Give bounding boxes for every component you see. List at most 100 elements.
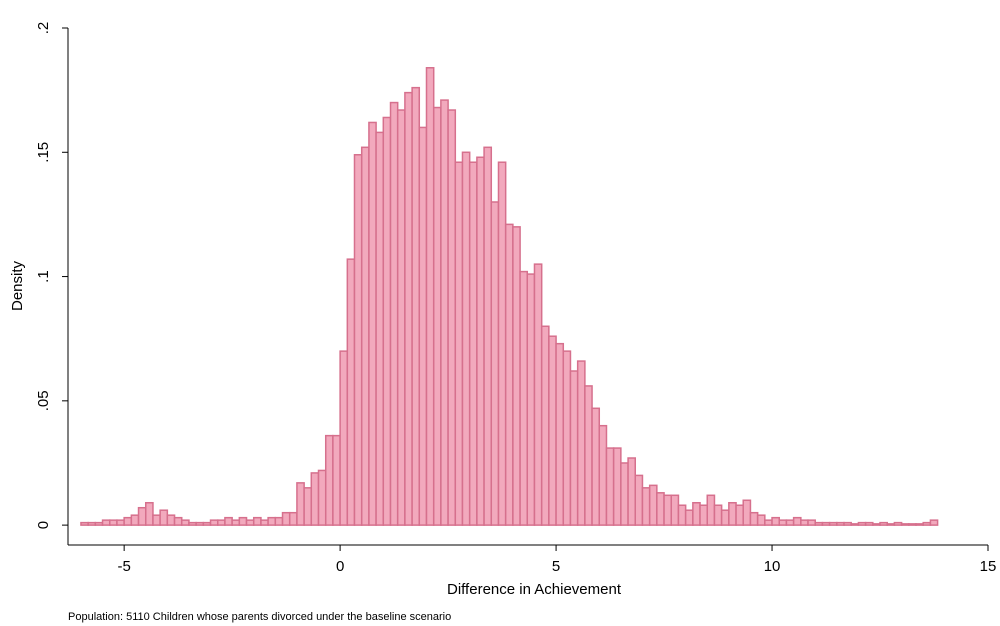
x-tick-label: 10	[764, 558, 781, 575]
bar	[245, 519, 255, 526]
bar	[454, 161, 464, 526]
bar	[461, 151, 471, 526]
bar	[663, 494, 673, 526]
bar	[749, 511, 759, 526]
bar	[339, 350, 349, 526]
bar	[605, 447, 615, 526]
bar	[533, 263, 543, 526]
bar	[425, 67, 435, 526]
bar	[130, 514, 140, 526]
bar	[317, 469, 327, 526]
bar	[195, 521, 205, 526]
bar	[202, 521, 212, 526]
bar	[512, 226, 521, 526]
bar	[260, 519, 269, 526]
bar	[504, 223, 514, 526]
bar	[116, 519, 125, 526]
bar	[389, 101, 399, 526]
bar	[591, 407, 601, 526]
bar	[109, 519, 118, 526]
bar	[857, 521, 867, 526]
bar	[713, 504, 723, 526]
x-tick-label: 5	[552, 558, 560, 575]
bar	[368, 121, 377, 526]
bar	[792, 516, 802, 526]
bar	[728, 501, 737, 526]
y-tick-label: .15	[35, 142, 52, 163]
bar	[886, 523, 896, 526]
bar	[468, 161, 478, 526]
bar	[742, 499, 752, 526]
bar	[828, 521, 838, 526]
bar	[720, 509, 730, 526]
bar	[771, 516, 781, 526]
bar	[584, 385, 593, 526]
bar	[360, 146, 370, 526]
bar	[382, 116, 392, 526]
bar	[692, 501, 701, 526]
bar	[346, 258, 356, 526]
bar	[310, 472, 320, 526]
bar	[440, 99, 449, 526]
bar	[490, 201, 500, 526]
y-axis-title: Density	[9, 260, 26, 311]
bar	[785, 519, 795, 526]
bar	[396, 109, 406, 526]
bar	[764, 519, 773, 526]
bar	[893, 521, 903, 526]
bar	[173, 516, 183, 526]
bar	[684, 509, 694, 526]
bar	[418, 126, 428, 526]
bar	[375, 131, 385, 526]
y-tick-label: .2	[35, 22, 52, 35]
x-tick-label: -5	[117, 558, 130, 575]
bar	[850, 523, 860, 526]
x-axis-title: Difference in Achievement	[447, 581, 622, 598]
bar	[879, 521, 888, 526]
bar	[87, 521, 97, 526]
bar	[80, 521, 89, 526]
bar	[483, 146, 493, 526]
bar	[562, 350, 572, 526]
bar	[152, 514, 161, 526]
bar	[180, 519, 190, 526]
bar	[706, 494, 716, 526]
bar	[778, 519, 788, 526]
bar	[303, 487, 313, 526]
bar	[296, 482, 305, 526]
bar	[656, 492, 665, 526]
bar	[648, 484, 658, 526]
bar	[447, 109, 457, 526]
bar	[821, 521, 831, 526]
y-tick-label: .05	[35, 390, 52, 411]
bar	[814, 521, 824, 526]
bar	[555, 342, 565, 526]
bar	[540, 325, 550, 526]
bar	[224, 516, 233, 526]
bar	[281, 511, 291, 526]
bar	[735, 504, 744, 526]
bar	[872, 523, 881, 526]
bar	[101, 519, 111, 526]
bar	[159, 509, 169, 526]
bar	[288, 511, 298, 526]
bar	[231, 519, 241, 526]
y-tick-label: .1	[35, 270, 52, 283]
bar	[634, 474, 644, 526]
bar	[620, 462, 629, 526]
bar	[188, 521, 197, 526]
bar	[641, 487, 651, 526]
bar	[238, 516, 248, 526]
bar	[123, 516, 133, 526]
bar	[929, 519, 939, 526]
bar	[497, 161, 507, 526]
bar	[144, 501, 154, 526]
bar	[432, 106, 442, 526]
bar	[411, 86, 421, 526]
bar	[252, 516, 262, 526]
bar	[915, 523, 924, 526]
bar	[353, 154, 363, 526]
bar	[836, 521, 845, 526]
bar	[569, 370, 579, 526]
